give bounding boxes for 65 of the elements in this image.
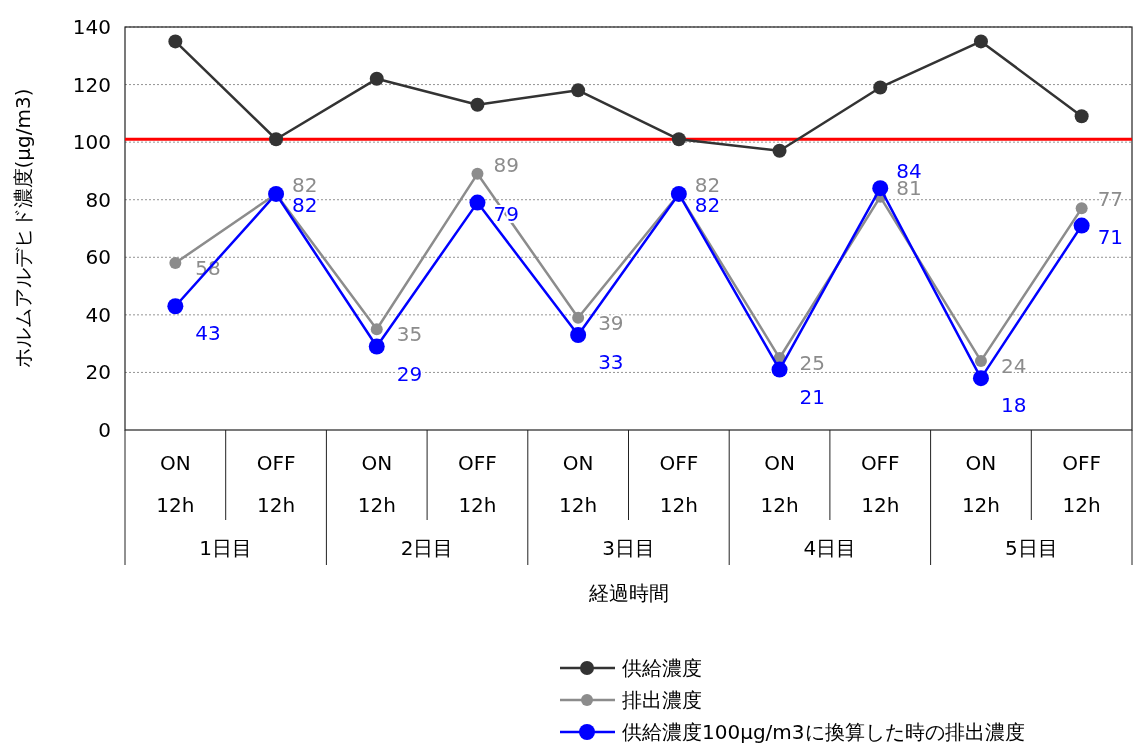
data-label: 24 (1000, 353, 1027, 378)
y-tick-label: 60 (85, 245, 111, 270)
data-label: 43 (195, 321, 221, 346)
x-axis-title: 経過時間 (587, 581, 669, 605)
point (972, 370, 989, 387)
legend-label: 排出濃度 (622, 688, 702, 712)
data-label: 79 (493, 201, 519, 226)
point (471, 167, 484, 180)
point (368, 338, 385, 355)
x-tick-label: ON 12h (760, 451, 799, 517)
point (1073, 217, 1090, 234)
x-tick-label: OFF 12h (659, 451, 699, 517)
x-tick-label: OFF 12h (1062, 451, 1102, 517)
point (370, 323, 383, 336)
point (570, 327, 587, 344)
point (974, 354, 987, 367)
legend-label: 供給濃度100μg/m3に換算した時の排出濃度 (622, 720, 1025, 744)
text: 1日目 (199, 536, 253, 560)
y-tick-label: 40 (85, 302, 111, 327)
point (1075, 202, 1088, 215)
text: 5日目 (1004, 536, 1058, 560)
y-tick-label: 20 (85, 360, 111, 385)
point (771, 361, 788, 378)
data-label: 25 (799, 351, 825, 376)
data-label: 18 (1000, 393, 1027, 418)
point (167, 298, 184, 315)
text: 3日目 (602, 536, 655, 560)
y-tick-label: 100 (72, 130, 111, 155)
point (772, 143, 787, 158)
data-label: 39 (598, 310, 624, 335)
data-label: 35 (396, 322, 423, 347)
y-tick-label: 140 (72, 15, 111, 39)
point (671, 132, 686, 147)
x-tick-label: OFF 12h (458, 451, 497, 517)
point (873, 80, 888, 95)
text: 4日目 (803, 536, 857, 560)
legend-label: 供給濃度 (622, 656, 702, 680)
point (872, 180, 889, 197)
x-tick-label: ON 12h (156, 451, 195, 517)
point (1074, 109, 1089, 124)
x-tick-label: ON 12h (559, 451, 598, 517)
point (470, 97, 485, 112)
y-tick-label: 120 (72, 72, 111, 97)
x-tick-label: ON 12h (357, 451, 396, 517)
data-label: 33 (598, 350, 624, 375)
text: 2日目 (400, 536, 454, 560)
data-label: 77 (1097, 187, 1124, 212)
point (469, 194, 486, 211)
point (571, 83, 586, 98)
y-axis-title: ホルムアルデヒド濃度(μg/m3) (11, 88, 35, 369)
point (168, 34, 183, 49)
y-tick-label: 80 (85, 187, 111, 212)
point (369, 71, 384, 86)
data-label: 29 (396, 361, 423, 386)
y-tick-label: 0 (98, 418, 111, 442)
data-label: 89 (493, 152, 519, 177)
data-label: 71 (1097, 224, 1124, 249)
x-tick-label: OFF 12h (860, 451, 900, 517)
x-tick-label: ON 12h (961, 451, 1001, 517)
point (973, 34, 988, 49)
point (169, 257, 182, 270)
data-label: 21 (799, 384, 825, 409)
x-tick-label: OFF 12h (256, 451, 296, 517)
point (269, 132, 284, 147)
point (572, 311, 585, 324)
